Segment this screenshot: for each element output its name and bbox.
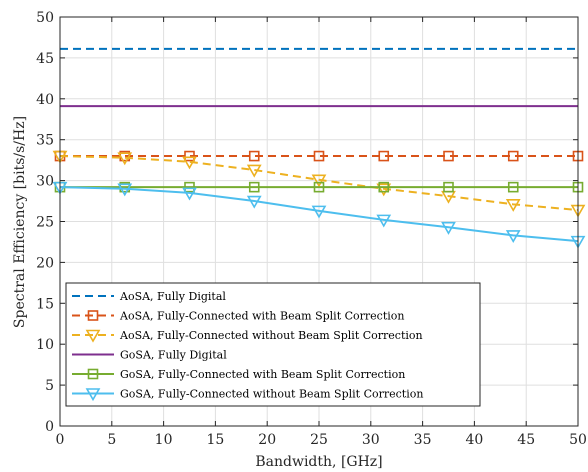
data-point: [246, 195, 262, 209]
data-point: [376, 183, 392, 197]
data-point: [505, 230, 521, 244]
data-point: [376, 214, 392, 228]
x-tick-label: 25: [310, 432, 328, 448]
x-tick-label: 5: [107, 432, 116, 448]
data-point: [441, 221, 456, 235]
data-point: [507, 150, 519, 162]
y-tick-label: 5: [45, 378, 54, 394]
x-tick-label: 40: [465, 432, 483, 448]
data-point: [117, 152, 133, 166]
y-tick-label: 40: [36, 92, 54, 108]
legend-label: GoSA, Fully Digital: [120, 349, 227, 362]
x-tick-label: 45: [517, 432, 535, 448]
x-tick-label: 35: [414, 432, 432, 448]
y-tick-label: 10: [36, 337, 54, 353]
data-point: [443, 181, 454, 193]
legend-item: GoSA, Fully-Connected with Beam Split Co…: [72, 368, 405, 381]
legend-swatch-marker: [87, 310, 99, 321]
legend-swatch-marker: [85, 388, 101, 402]
data-point: [505, 199, 521, 212]
x-tick-label: 50: [569, 432, 587, 448]
y-tick-label: 45: [36, 51, 54, 67]
x-tick-label: 0: [56, 432, 65, 448]
y-tick-label: 0: [45, 419, 54, 435]
data-point: [184, 150, 195, 162]
data-point: [117, 183, 133, 197]
x-axis-label: Bandwidth, [GHz]: [255, 454, 382, 470]
y-tick-label: 15: [36, 296, 54, 312]
data-point: [443, 150, 454, 162]
y-tick-label: 50: [36, 10, 54, 26]
data-point: [313, 181, 325, 193]
series-layer: [52, 47, 586, 249]
legend-item: AoSA, Fully-Connected with Beam Split Co…: [72, 310, 405, 323]
data-point: [248, 150, 260, 162]
x-tick-label: 10: [155, 432, 173, 448]
data-point: [313, 150, 325, 162]
legend-item: GoSA, Fully-Connected without Beam Split…: [72, 388, 423, 402]
legend: AoSA, Fully Digital AoSA, Fully-Connected…: [65, 282, 481, 407]
data-point: [507, 181, 519, 193]
series-3: [52, 150, 586, 218]
axis-ticks: 0 5 10 15 20 25 30 35 40 45 50 0 5 10 15 20 25 30 35 40 45 50: [36, 10, 587, 448]
data-point: [378, 181, 390, 193]
x-tick-label: 20: [258, 432, 276, 448]
data-point: [182, 156, 197, 170]
data-point: [184, 181, 195, 193]
data-point: [311, 174, 327, 188]
series-line: [59, 155, 579, 212]
legend-label: GoSA, Fully-Connected with Beam Split Co…: [120, 368, 405, 381]
legend-label: AoSA, Fully-Connected without Beam Split…: [119, 329, 423, 342]
legend-label: GoSA, Fully-Connected without Beam Split…: [120, 388, 423, 401]
series-line: [59, 186, 579, 243]
legend-box: [65, 282, 481, 407]
legend-swatch-marker: [87, 368, 99, 380]
data-point: [311, 205, 327, 219]
legend-label: AoSA, Fully Digital: [119, 290, 226, 303]
y-tick-label: 25: [36, 215, 54, 231]
y-tick-label: 30: [36, 174, 54, 190]
data-point: [182, 187, 197, 201]
data-point: [248, 181, 260, 193]
legend-item: AoSA, Fully-Connected without Beam Split…: [72, 329, 423, 343]
x-tick-label: 15: [206, 432, 224, 448]
y-tick-label: 20: [36, 255, 54, 271]
legend-item: AoSA, Fully Digital: [72, 290, 226, 303]
x-tick-label: 30: [362, 432, 380, 448]
legend-item: GoSA, Fully Digital: [72, 349, 227, 362]
data-point: [378, 150, 390, 162]
legend-label: AoSA, Fully-Connected with Beam Split Co…: [119, 310, 405, 323]
y-tick-label: 35: [36, 133, 54, 149]
data-point: [246, 164, 262, 178]
y-axis-label: Spectral Efficiency [bits/s/Hz]: [12, 116, 28, 328]
legend-swatch-marker: [85, 329, 101, 343]
series-6: [52, 181, 586, 249]
